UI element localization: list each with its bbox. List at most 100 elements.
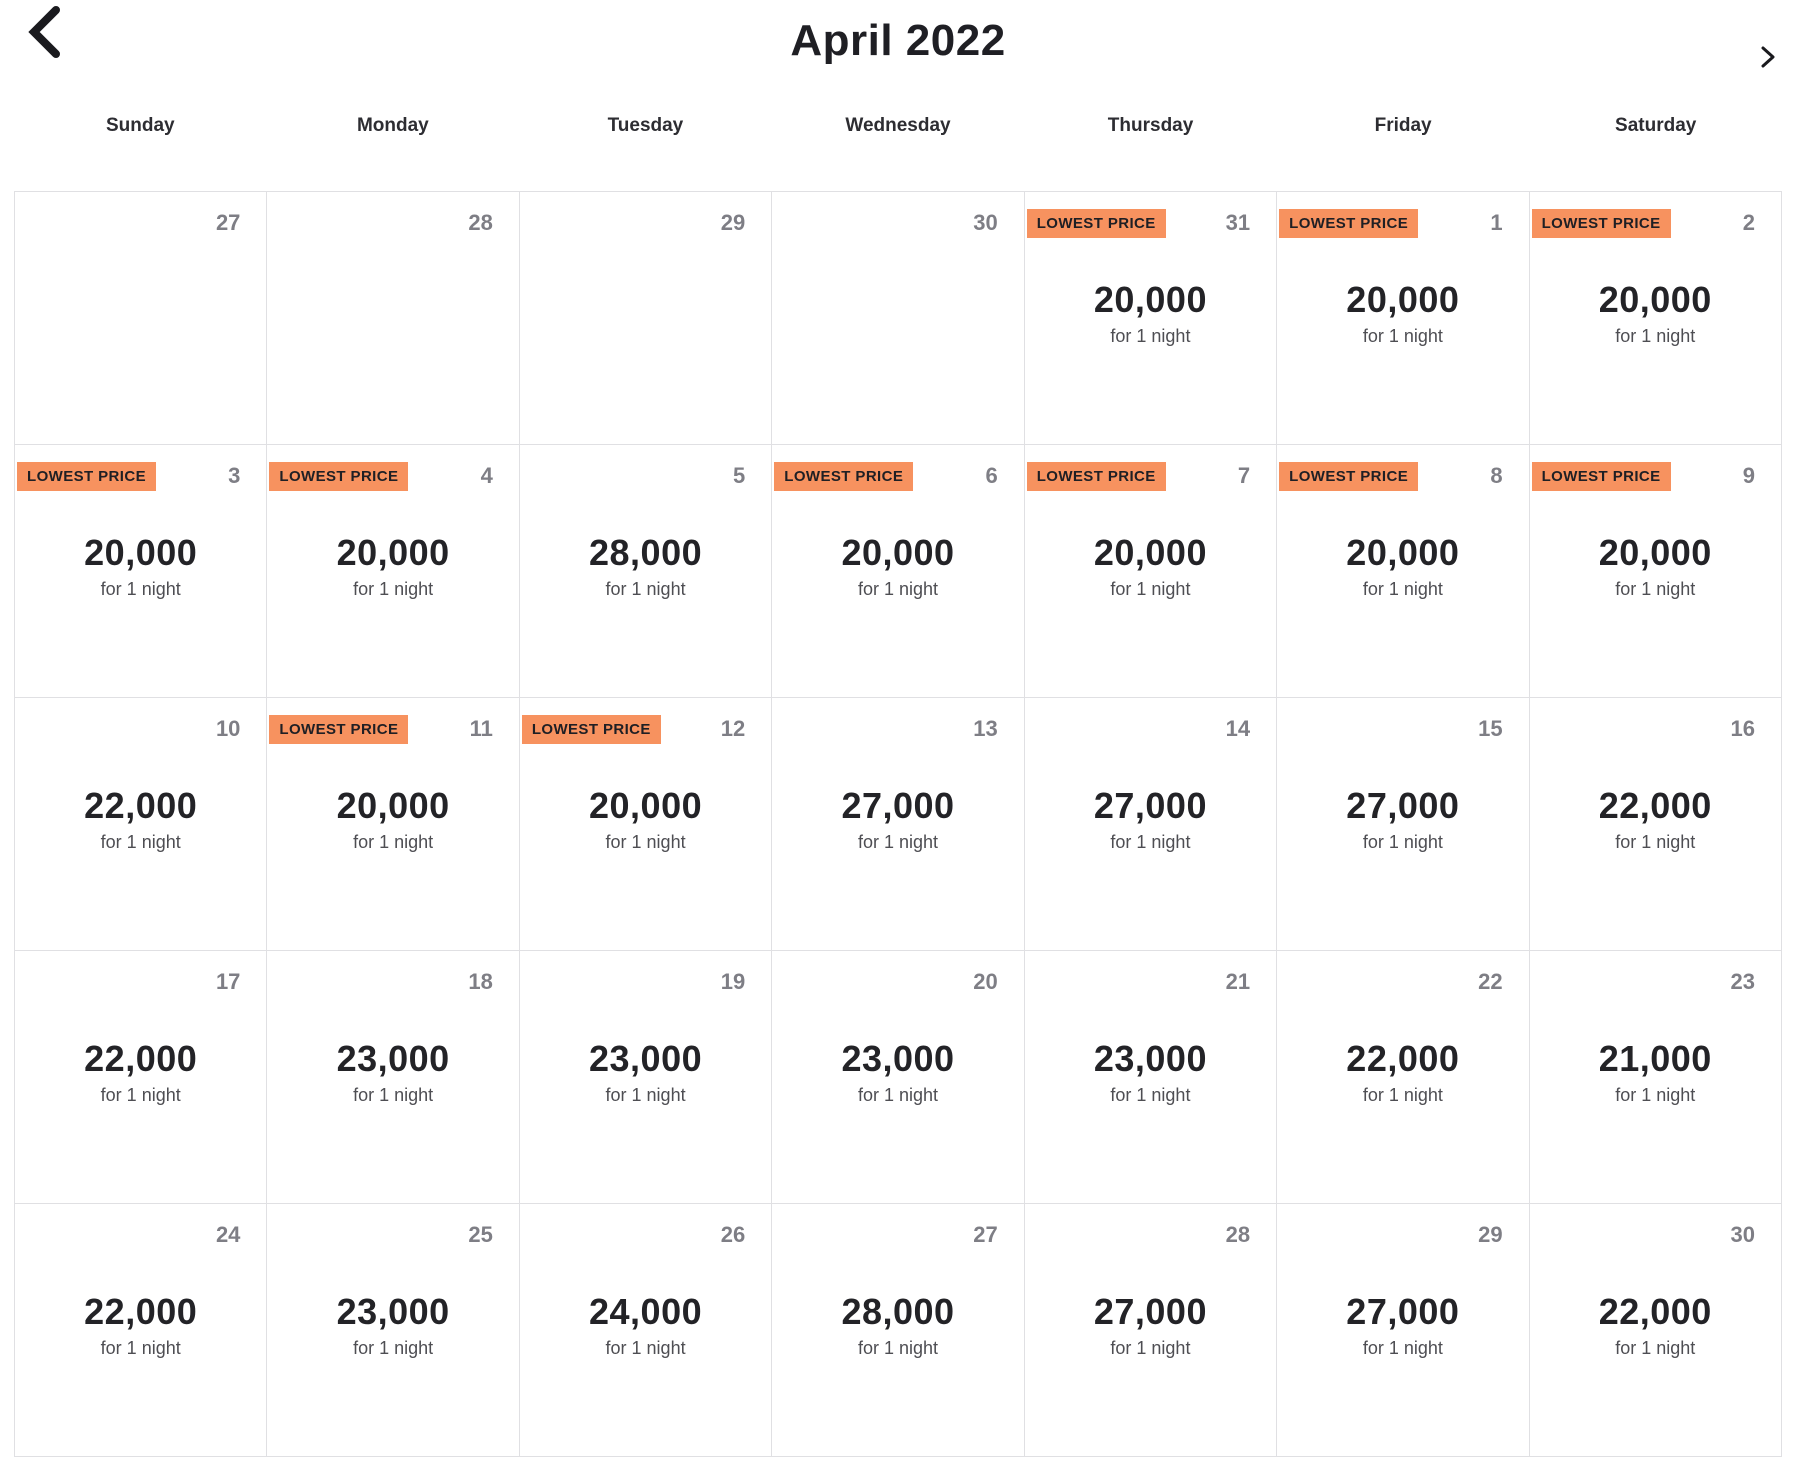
day-cell[interactable]: 20 23,000 for 1 night [772,951,1025,1204]
price-value: 20,000 [1598,279,1712,320]
date-number: 24 [215,1222,241,1247]
day-cell-top: 29 [520,192,771,238]
price-unit-label: for 1 night [857,832,939,852]
day-cell: 29 [519,192,773,445]
day-cell[interactable]: 27 28,000 for 1 night [772,1204,1025,1457]
price-value: 20,000 [841,532,955,573]
price-value: 24,000 [589,1291,703,1332]
date-number: 23 [1730,969,1755,994]
day-cell[interactable]: 24 22,000 for 1 night [15,1204,268,1457]
price-unit-label: for 1 night [1362,1338,1443,1358]
day-cell[interactable]: 13 27,000 for 1 night [772,698,1025,951]
price-block: 20,000 for 1 night [1530,533,1781,600]
date-number: 22 [1478,969,1503,994]
price-block: 27,000 for 1 night [1277,1292,1528,1359]
day-cell[interactable]: LOWEST PRICE 3 20,000 for 1 night [15,445,268,698]
chevron-left-icon [24,6,64,61]
price-value: 23,000 [336,1038,450,1079]
lowest-price-badge: LOWEST PRICE [1279,461,1419,491]
price-unit-label: for 1 night [100,1085,181,1105]
day-cell[interactable]: LOWEST PRICE 6 20,000 for 1 night [772,445,1025,698]
date-number: 28 [1225,1222,1251,1247]
lowest-price-badge: LOWEST PRICE [17,461,156,491]
price-unit-label: for 1 night [353,1085,434,1105]
day-cell-top: LOWEST PRICE 1 [1277,192,1528,238]
day-cell[interactable]: LOWEST PRICE 31 20,000 for 1 night [1024,192,1278,445]
day-cell-top: 30 [1530,1204,1781,1250]
price-value: 20,000 [336,785,450,826]
date-number: 7 [1237,463,1251,488]
price-value: 27,000 [841,785,955,826]
day-cell[interactable]: 21 23,000 for 1 night [1024,951,1278,1204]
day-cell-top: LOWEST PRICE 4 [267,445,518,491]
day-cell-top: 30 [772,192,1023,238]
price-block: 24,000 for 1 night [520,1292,771,1359]
day-cell[interactable]: 18 23,000 for 1 night [267,951,520,1204]
day-cell-top: 10 [15,698,266,744]
price-value: 22,000 [84,785,198,826]
price-block: 20,000 for 1 night [1025,280,1276,347]
price-unit-label: for 1 night [1362,326,1443,346]
next-month-button[interactable] [1754,44,1782,72]
chevron-right-icon [1759,46,1777,72]
price-block: 20,000 for 1 night [520,786,771,853]
lowest-price-badge: LOWEST PRICE [269,714,409,744]
day-cell[interactable]: LOWEST PRICE 4 20,000 for 1 night [267,445,520,698]
price-unit-label: for 1 night [353,832,434,852]
day-cell[interactable]: 15 27,000 for 1 night [1277,698,1530,951]
date-number: 14 [1225,716,1251,741]
date-number: 4 [480,463,493,488]
price-unit-label: for 1 night [1615,1338,1696,1358]
price-unit-label: for 1 night [605,1338,686,1358]
price-unit-label: for 1 night [857,579,939,599]
date-number: 27 [973,1222,998,1247]
price-block: 27,000 for 1 night [1025,1292,1276,1359]
date-number: 21 [1225,969,1251,994]
date-number: 17 [215,969,241,994]
date-number: 11 [469,716,493,741]
day-cell-top: 16 [1530,698,1781,744]
day-cell[interactable]: 28 27,000 for 1 night [1024,1204,1278,1457]
price-block: 23,000 for 1 night [1025,1039,1276,1106]
day-cell-top: LOWEST PRICE 7 [1025,445,1276,491]
day-cell[interactable]: 25 23,000 for 1 night [267,1204,520,1457]
day-cell[interactable]: 29 27,000 for 1 night [1277,1204,1530,1457]
lowest-price-badge: LOWEST PRICE [269,461,409,491]
price-value: 22,000 [84,1038,198,1079]
price-block: 22,000 for 1 night [15,1039,266,1106]
day-cell[interactable]: 26 24,000 for 1 night [519,1204,773,1457]
day-cell[interactable]: 5 28,000 for 1 night [519,445,773,698]
day-cell[interactable]: LOWEST PRICE 2 20,000 for 1 night [1529,192,1782,445]
day-cell-top: 15 [1277,698,1528,744]
day-cell-top: 25 [267,1204,518,1250]
lowest-price-badge: LOWEST PRICE [1531,461,1671,491]
price-unit-label: for 1 night [605,579,686,599]
day-cell-top: LOWEST PRICE 2 [1530,192,1781,238]
day-cell[interactable]: LOWEST PRICE 7 20,000 for 1 night [1024,445,1278,698]
day-cell-top: LOWEST PRICE 31 [1025,192,1276,238]
day-cell-top: 24 [15,1204,266,1250]
day-cell[interactable]: 14 27,000 for 1 night [1024,698,1278,951]
day-cell[interactable]: 19 23,000 for 1 night [519,951,773,1204]
price-unit-label: for 1 night [1362,579,1443,599]
day-cell[interactable]: 23 21,000 for 1 night [1529,951,1782,1204]
price-value: 20,000 [336,532,450,573]
price-value: 23,000 [841,1038,955,1079]
day-cell-top: LOWEST PRICE 6 [772,445,1023,491]
day-cell[interactable]: LOWEST PRICE 8 20,000 for 1 night [1277,445,1530,698]
date-number: 2 [1742,210,1755,235]
price-block: 20,000 for 1 night [1277,280,1528,347]
price-unit-label: for 1 night [100,1338,181,1358]
day-cell[interactable]: LOWEST PRICE 9 20,000 for 1 night [1529,445,1782,698]
previous-month-button[interactable] [20,6,68,60]
day-cell[interactable]: 10 22,000 for 1 night [15,698,268,951]
day-cell[interactable]: 30 22,000 for 1 night [1529,1204,1782,1457]
day-cell[interactable]: 16 22,000 for 1 night [1529,698,1782,951]
day-cell[interactable]: LOWEST PRICE 11 20,000 for 1 night [267,698,520,951]
day-cell-top: 17 [15,951,266,997]
day-cell[interactable]: 22 22,000 for 1 night [1277,951,1530,1204]
day-cell[interactable]: LOWEST PRICE 1 20,000 for 1 night [1277,192,1530,445]
day-cell[interactable]: 17 22,000 for 1 night [15,951,268,1204]
day-cell[interactable]: LOWEST PRICE 12 20,000 for 1 night [519,698,773,951]
price-unit-label: for 1 night [857,1085,939,1105]
